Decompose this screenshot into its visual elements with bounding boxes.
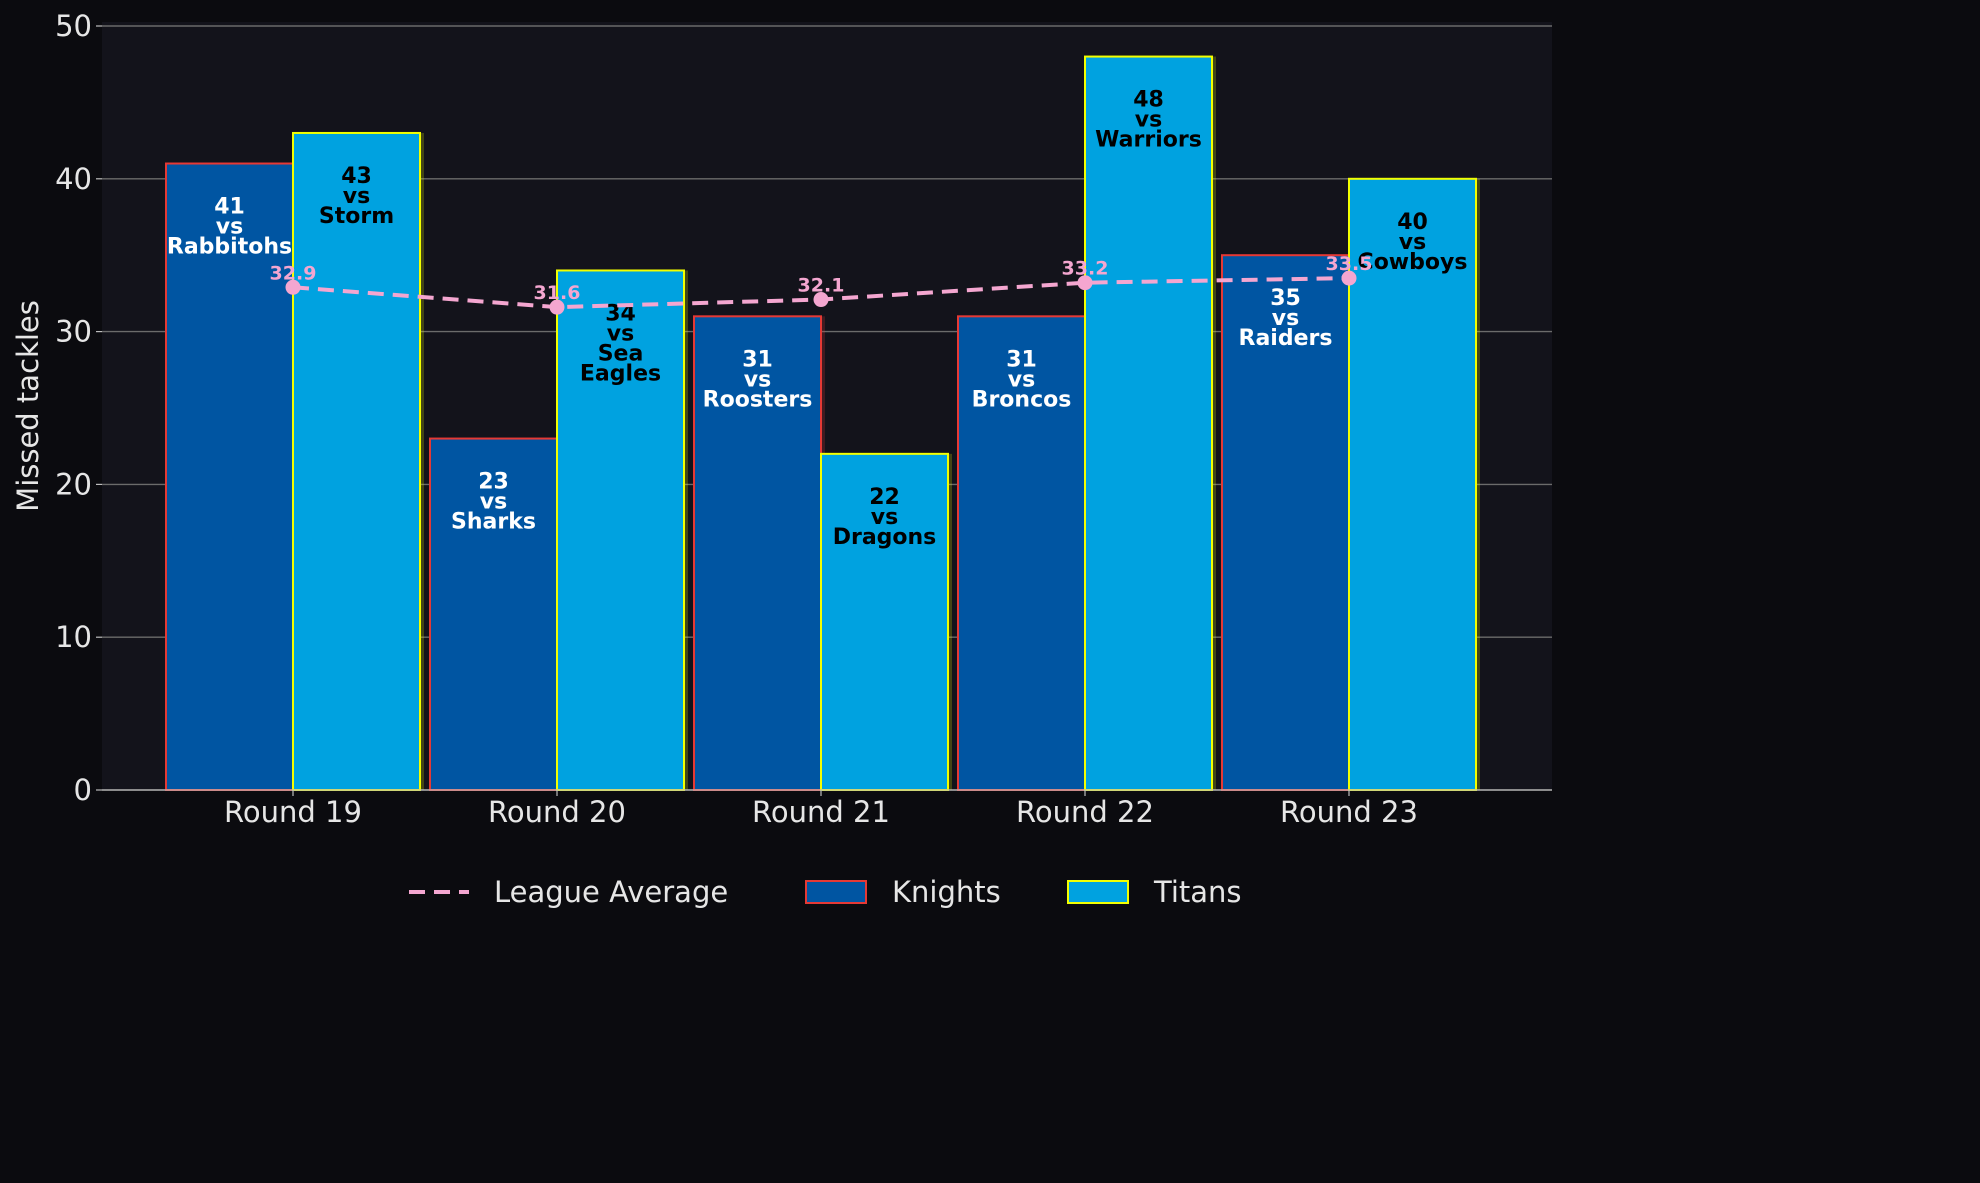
bar-value-label: vs [607, 321, 634, 346]
bar-value-label: Dragons [833, 525, 937, 550]
x-tick-label: Round 22 [1016, 795, 1154, 829]
x-tick-label: Round 19 [224, 795, 362, 829]
bar-titans [1084, 55, 1213, 792]
legend-label: Knights [892, 875, 1001, 909]
y-tick-label: 10 [55, 620, 92, 654]
bar-knights [165, 162, 294, 791]
bar-value-label: Broncos [972, 387, 1072, 412]
league-average-point [285, 279, 301, 295]
legend-item-league-average: League Average [409, 875, 728, 909]
bar-value-label: vs [1272, 306, 1299, 331]
legend-label: Titans [1153, 875, 1242, 909]
chart: 41vsRabbitohs23vsSharks31vsRoosters31vsB… [11, 9, 1552, 909]
bar-value-label: Raiders [1239, 326, 1333, 351]
league-average-label: 32.9 [270, 262, 317, 284]
y-axis-title: Missed tackles [11, 300, 45, 512]
bar-value-label: 31 [742, 347, 773, 372]
bar-value-label: Sharks [451, 510, 536, 535]
bar-knights [1221, 254, 1350, 791]
bar-value-label: vs [744, 367, 771, 392]
league-average-label: 33.2 [1062, 258, 1109, 280]
y-tick-label: 50 [55, 9, 92, 43]
bar-value-label: 41 [214, 195, 245, 220]
bar-value-label: vs [216, 215, 243, 240]
y-tick-label: 30 [55, 315, 92, 349]
bar-value-label: 31 [1006, 347, 1037, 372]
bar-value-label: vs [871, 505, 898, 530]
bar-value-label: Rabbitohs [167, 235, 292, 260]
bar-value-label: Roosters [703, 387, 813, 412]
league-average-point [1077, 275, 1093, 291]
bar-titans [292, 131, 421, 791]
bar-titans [820, 452, 949, 791]
legend-item-knights: Knights [805, 875, 1001, 909]
bar-value-label: Warriors [1095, 128, 1202, 153]
y-tick-label: 0 [74, 773, 92, 807]
legend-swatch [805, 880, 867, 904]
bar-value-label: 43 [341, 164, 372, 189]
bar-value-label: vs [480, 490, 507, 515]
bar-value-label: vs [1008, 367, 1035, 392]
x-tick-label: Round 23 [1280, 795, 1418, 829]
legend-item-titans: Titans [1067, 875, 1242, 909]
axes: 0 10 20 30 40 50 Round 19 Round 20 Round 21 Round… [55, 9, 1552, 829]
bar-value-label: 22 [869, 485, 900, 510]
legend-swatch [1067, 880, 1129, 904]
league-average-point [813, 292, 829, 308]
bar-value-label: 40 [1397, 210, 1428, 235]
x-tick-label: Round 20 [488, 795, 626, 829]
bar-titans [556, 269, 685, 792]
bar-value-label: vs [343, 184, 370, 209]
bar-value-label: 23 [478, 470, 509, 495]
bar-value-label: Storm [319, 204, 394, 229]
league-average-label: 31.6 [534, 282, 581, 304]
y-tick-label: 40 [55, 162, 92, 196]
bar-value-label: Eagles [580, 361, 661, 386]
bar-value-label: vs [1399, 230, 1426, 255]
league-average-label: 33.5 [1326, 253, 1373, 275]
legend-label: League Average [494, 875, 728, 909]
bar-titans [1348, 177, 1477, 792]
bar-knights [429, 437, 558, 791]
bar-value-label: 48 [1133, 88, 1164, 113]
bar-knights [957, 315, 1086, 791]
bars [165, 55, 1480, 792]
bar-value-label: 35 [1270, 286, 1301, 311]
x-tick-label: Round 21 [752, 795, 890, 829]
bar-value-label: vs [1135, 108, 1162, 133]
bar-knights [693, 315, 822, 791]
league-average-point [549, 299, 565, 315]
y-tick-label: 20 [55, 467, 92, 501]
bar-labels: 41vsRabbitohs23vsSharks31vsRoosters31vsB… [167, 88, 1468, 550]
legend[interactable]: League Average Knights Titans [409, 875, 1242, 909]
bar-value-label: Sea [598, 341, 644, 366]
bar-value-label: Cowboys [1358, 250, 1468, 275]
league-average-label: 32.1 [798, 275, 845, 297]
league-average-point [1341, 270, 1357, 286]
league-average-line: 32.9 31.6 32.1 33.2 33.5 [270, 253, 1373, 315]
